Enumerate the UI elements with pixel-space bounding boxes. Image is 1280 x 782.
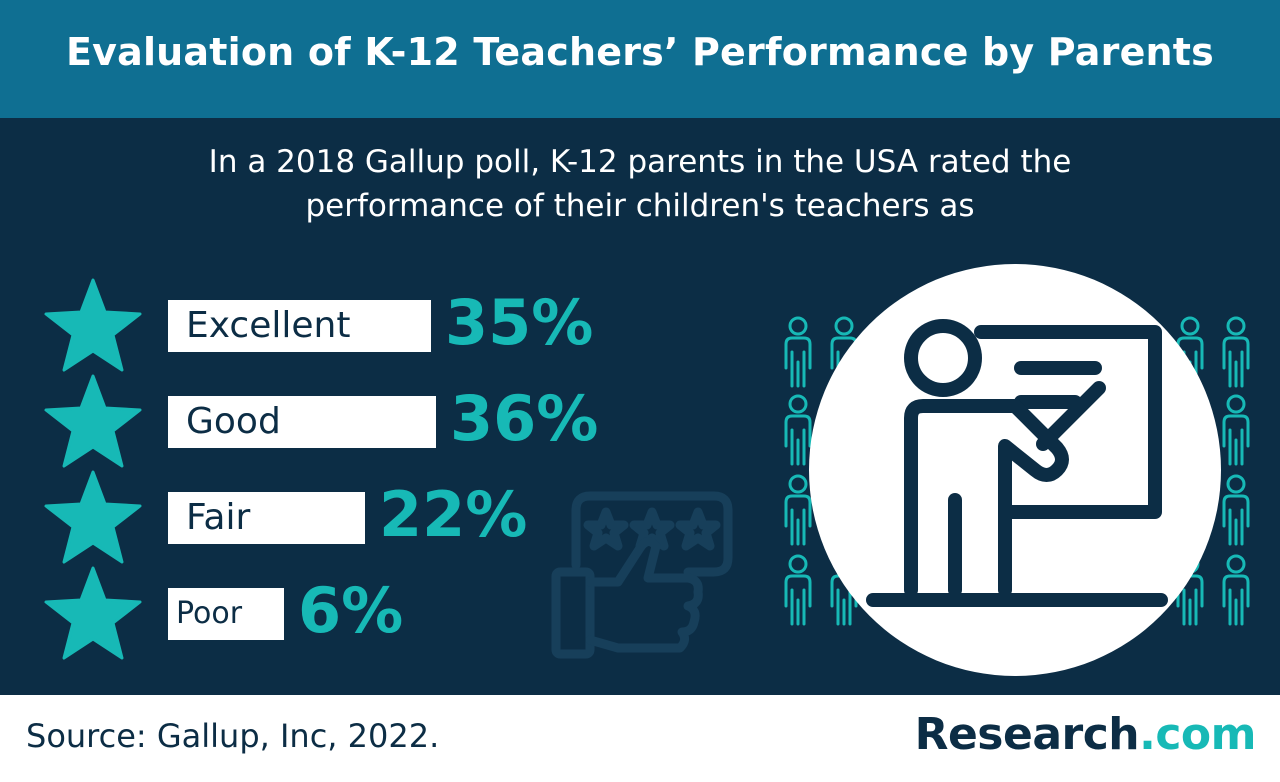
teacher-whiteboard-icon xyxy=(809,264,1221,676)
page-title: Evaluation of K-12 Teachers’ Performance… xyxy=(65,30,1214,74)
subtitle: In a 2018 Gallup poll, K-12 parents in t… xyxy=(0,140,1280,228)
rating-row-excellent: Excellent 35% xyxy=(0,278,780,374)
bar-fair: Fair xyxy=(168,492,365,544)
category-label: Poor xyxy=(176,596,243,631)
star-icon xyxy=(44,566,142,660)
rating-row-fair: Fair 22% xyxy=(0,470,780,566)
value-label: 6% xyxy=(298,574,404,647)
value-label: 36% xyxy=(450,382,599,455)
header-banner: Evaluation of K-12 Teachers’ Performance… xyxy=(0,0,1280,118)
main-panel: In a 2018 Gallup poll, K-12 parents in t… xyxy=(0,118,1280,695)
subtitle-line-1: In a 2018 Gallup poll, K-12 parents in t… xyxy=(208,144,1072,180)
rating-bars: Excellent 35% Good 36% Fair 22% Poor 6% xyxy=(0,118,780,695)
category-label: Excellent xyxy=(186,305,351,346)
rating-row-poor: Poor 6% xyxy=(0,566,780,662)
star-icon xyxy=(44,278,142,372)
star-icon xyxy=(44,374,142,468)
source-note: Source: Gallup, Inc, 2022. xyxy=(26,717,440,755)
thumbs-up-rating-icon xyxy=(551,491,733,659)
footer: Source: Gallup, Inc, 2022. Research.com xyxy=(0,695,1280,782)
star-icon xyxy=(44,470,142,564)
value-label: 22% xyxy=(379,478,528,551)
brand-tld: .com xyxy=(1139,709,1256,760)
subtitle-line-2: performance of their children's teachers… xyxy=(305,188,975,224)
bar-excellent: Excellent xyxy=(168,300,431,352)
brand-name: Research xyxy=(914,709,1140,760)
bar-poor: Poor xyxy=(168,588,284,640)
value-label: 35% xyxy=(445,286,594,359)
rating-row-good: Good 36% xyxy=(0,374,780,470)
category-label: Good xyxy=(186,401,281,442)
category-label: Fair xyxy=(186,497,251,538)
bar-good: Good xyxy=(168,396,436,448)
brand-logo[interactable]: Research.com xyxy=(914,709,1257,760)
